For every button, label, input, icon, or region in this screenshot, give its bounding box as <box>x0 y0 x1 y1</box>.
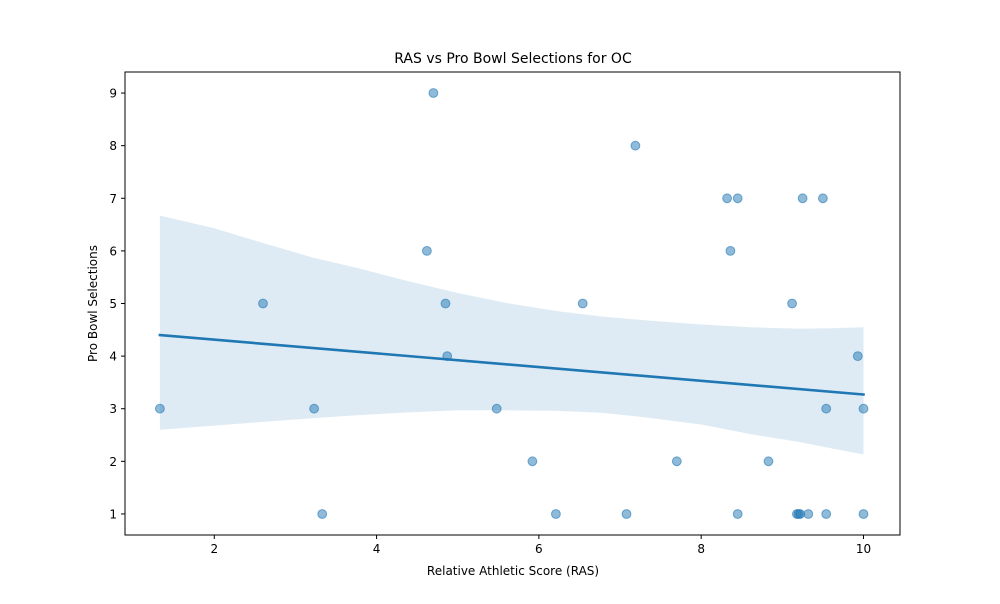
y-tick-label: 1 <box>109 507 117 521</box>
data-point <box>491 403 502 414</box>
data-point <box>577 298 588 309</box>
x-tick-label: 4 <box>373 542 381 556</box>
x-tick-label: 8 <box>697 542 705 556</box>
chart-title: RAS vs Pro Bowl Selections for OC <box>394 51 632 67</box>
data-point <box>725 246 736 256</box>
data-point <box>527 456 538 467</box>
regression-line-layer <box>158 333 865 396</box>
data-point <box>309 403 320 414</box>
data-point <box>797 193 808 204</box>
data-point <box>858 509 869 519</box>
confidence-band <box>159 215 864 455</box>
regression-line <box>158 333 865 396</box>
y-tick-label: 2 <box>109 455 117 469</box>
data-point <box>852 351 863 362</box>
data-point <box>763 456 774 467</box>
x-tick-label: 2 <box>210 542 218 556</box>
data-point <box>422 246 432 256</box>
y-tick-label: 7 <box>109 192 117 206</box>
data-point <box>732 193 743 204</box>
data-point <box>722 193 732 204</box>
y-tick-label: 6 <box>109 244 117 258</box>
y-tick-label: 5 <box>109 297 117 311</box>
data-point <box>858 403 869 414</box>
data-point <box>821 403 832 414</box>
y-axis-label: Pro Bowl Selections <box>86 245 100 362</box>
data-point <box>818 193 828 204</box>
confidence-band-layer <box>159 215 864 455</box>
data-point <box>440 298 451 309</box>
data-point <box>428 88 439 98</box>
x-axis-label: Relative Athletic Score (RAS) <box>427 564 599 578</box>
y-tick-label: 3 <box>109 402 117 416</box>
x-tick-label: 6 <box>535 542 543 556</box>
data-point <box>317 509 328 519</box>
data-point <box>787 298 797 309</box>
data-point <box>551 509 561 519</box>
data-point <box>630 140 641 151</box>
x-axis: 2 4 6 8 10 <box>210 535 871 556</box>
data-point <box>671 456 682 467</box>
y-tick-label: 8 <box>109 139 117 153</box>
y-tick-label: 9 <box>109 87 117 101</box>
data-point <box>795 509 806 519</box>
x-tick-label: 10 <box>856 542 871 556</box>
y-tick-label: 4 <box>109 350 117 364</box>
y-axis: 1 2 3 4 5 6 7 8 9 <box>109 87 125 521</box>
points-layer <box>155 88 869 519</box>
data-point <box>732 509 743 519</box>
data-point <box>258 298 268 309</box>
data-point <box>621 509 632 519</box>
data-point <box>803 509 814 519</box>
data-point <box>155 403 165 414</box>
data-point <box>821 509 832 519</box>
